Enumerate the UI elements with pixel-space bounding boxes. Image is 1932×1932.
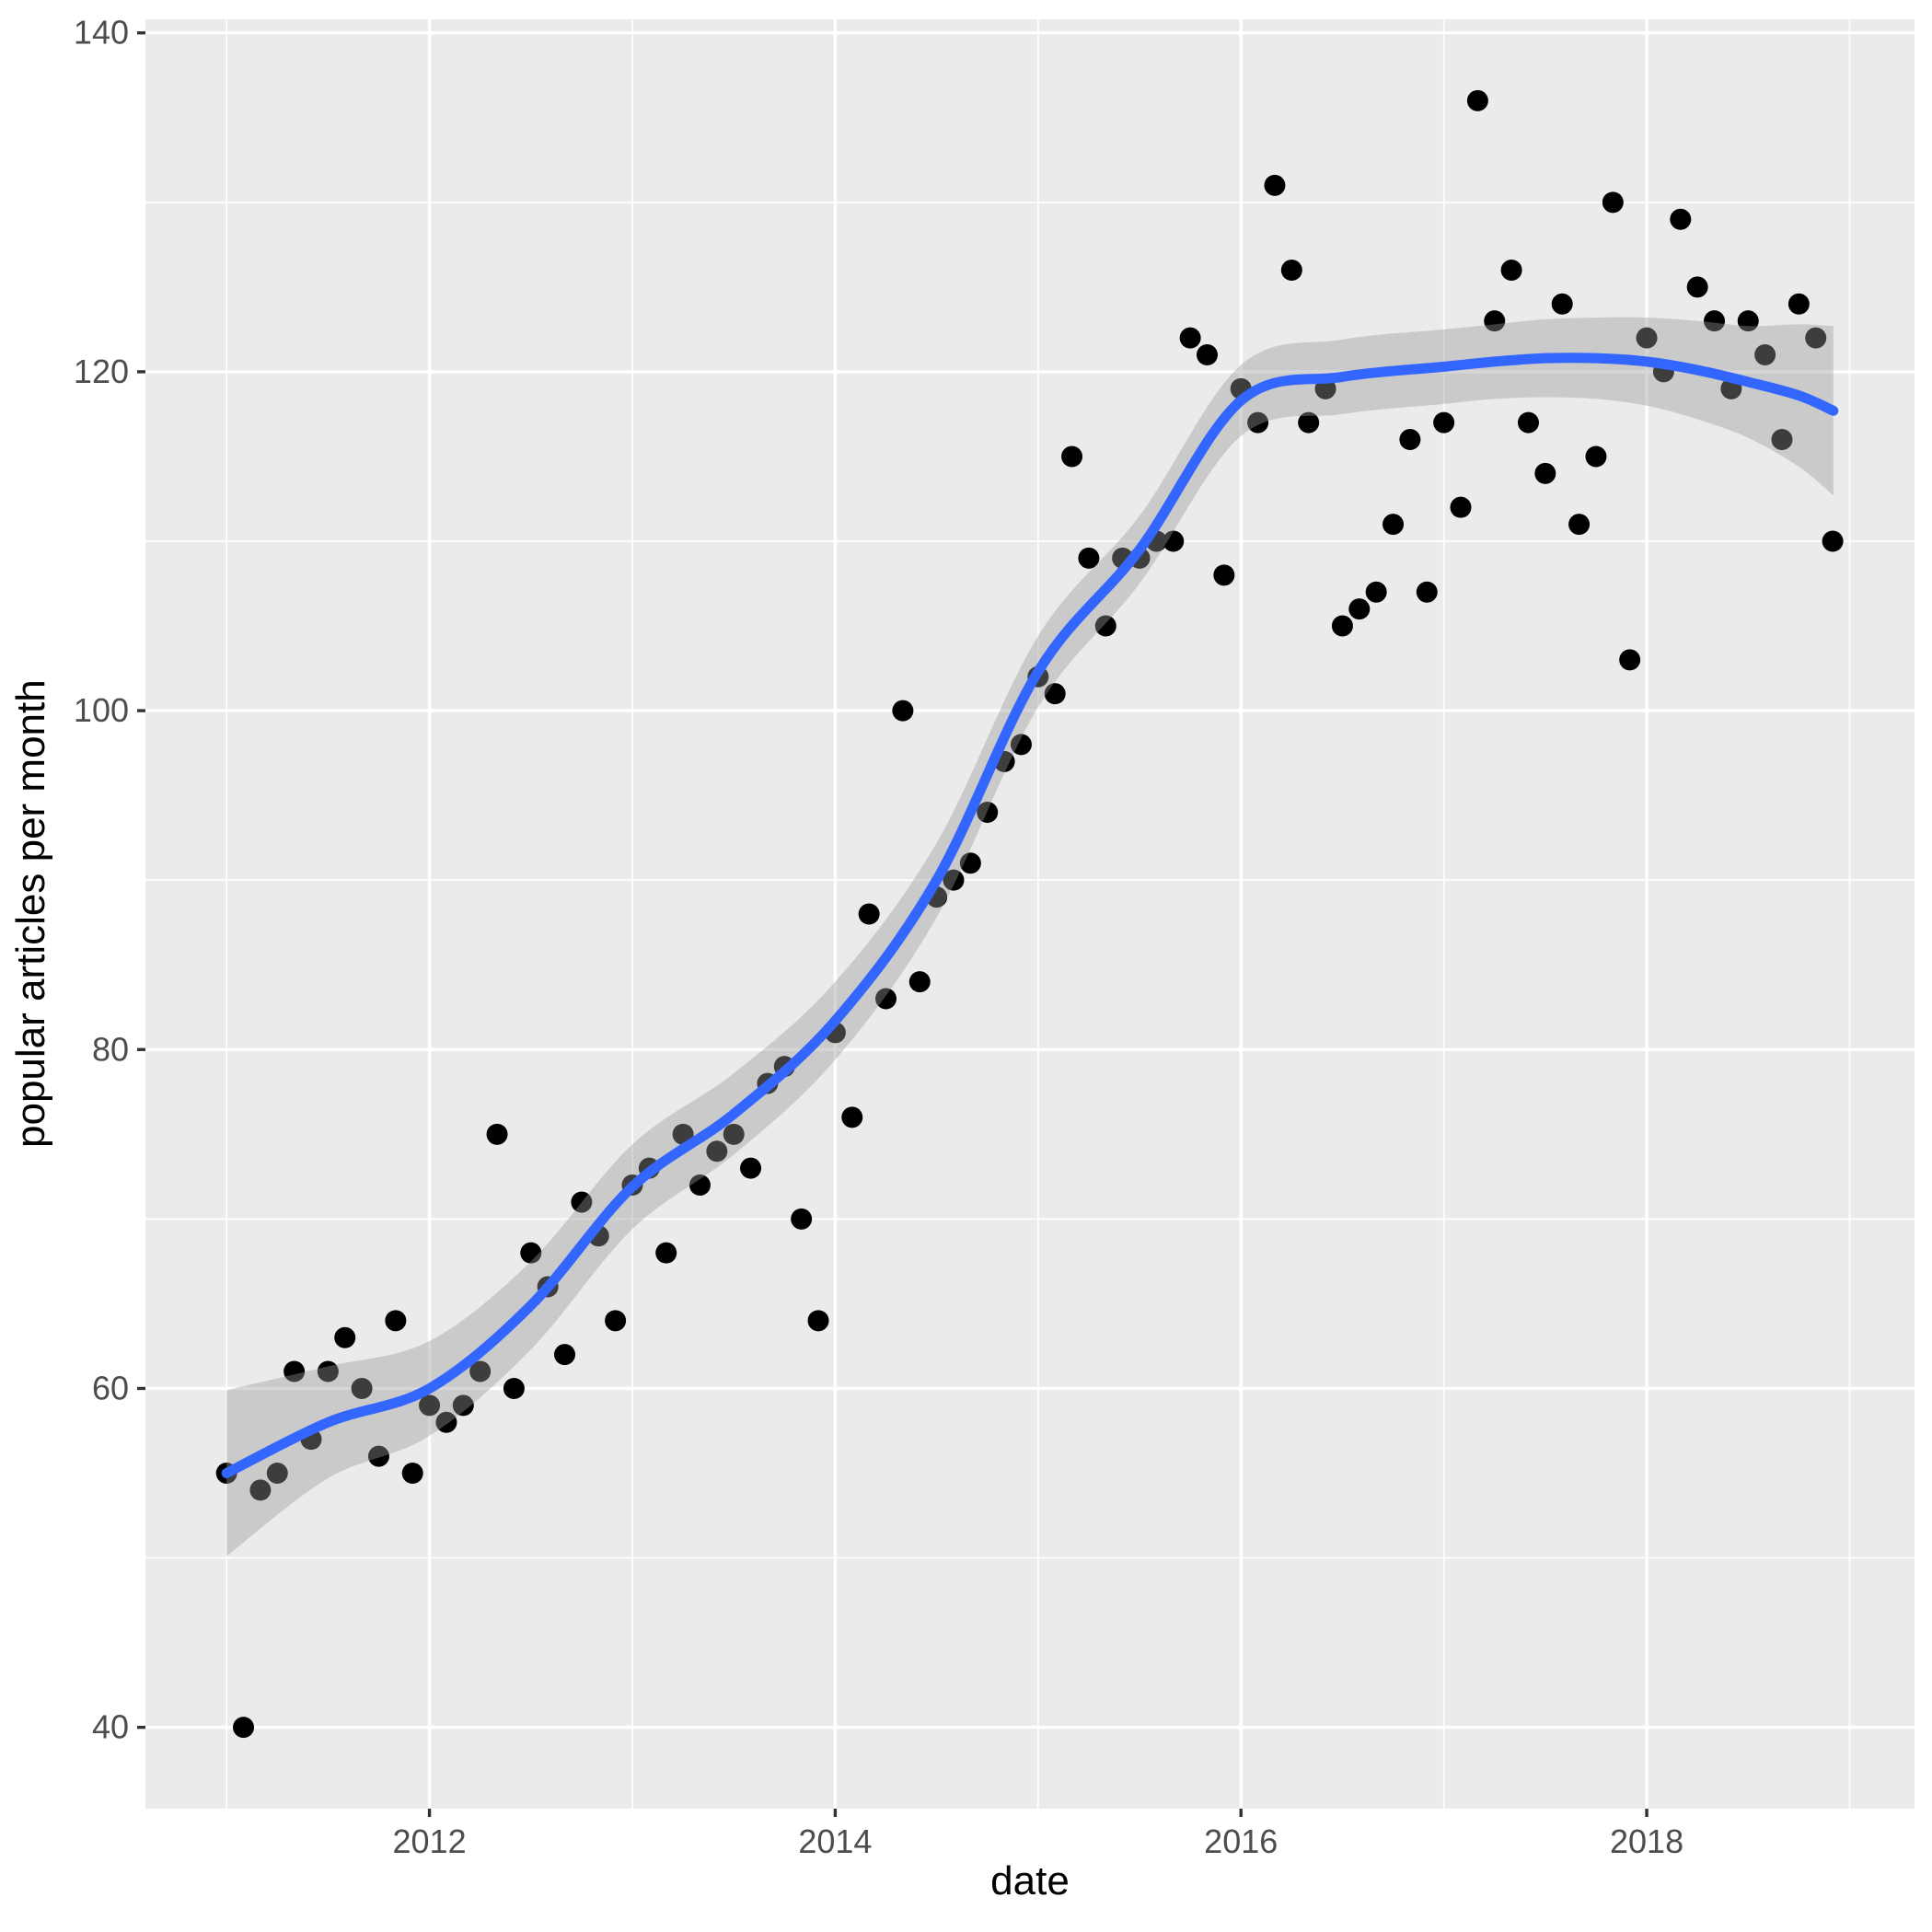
y-tick-label: 140 xyxy=(74,14,129,52)
data-point xyxy=(1247,411,1269,434)
data-point xyxy=(1737,310,1759,332)
data-point xyxy=(334,1326,356,1348)
data-point xyxy=(419,1394,441,1417)
y-tick-label: 100 xyxy=(74,691,129,729)
data-point xyxy=(1213,564,1235,586)
data-point xyxy=(1010,734,1032,756)
data-point xyxy=(401,1463,423,1484)
data-point xyxy=(351,1377,373,1399)
data-point xyxy=(1500,259,1522,281)
data-point xyxy=(807,1310,829,1332)
axis-tick-labels: 2012 2014 2016 2018 40 60 80 100 120 140 xyxy=(74,14,1683,1860)
data-point xyxy=(1805,327,1827,349)
data-point xyxy=(1078,547,1100,569)
data-point xyxy=(1365,581,1387,603)
data-point xyxy=(1264,174,1286,196)
data-point xyxy=(875,988,897,1010)
data-point xyxy=(503,1377,525,1399)
data-point xyxy=(943,869,965,891)
data-point xyxy=(1636,327,1658,349)
data-point xyxy=(1382,514,1405,536)
y-tick-label: 120 xyxy=(74,353,129,390)
data-point xyxy=(977,802,999,824)
data-point xyxy=(1568,514,1591,536)
x-tick-label: 2014 xyxy=(798,1822,872,1860)
data-point xyxy=(841,1106,863,1128)
data-point xyxy=(367,1445,389,1467)
data-point xyxy=(1787,293,1810,315)
data-point xyxy=(605,1310,627,1332)
data-point xyxy=(1094,615,1116,637)
data-point xyxy=(908,971,931,993)
x-tick-label: 2016 xyxy=(1204,1822,1278,1860)
y-tick-label: 80 xyxy=(92,1030,129,1068)
data-point xyxy=(791,1208,813,1230)
data-point xyxy=(1061,445,1083,468)
data-point xyxy=(317,1360,339,1382)
data-point xyxy=(1484,310,1506,332)
major-gridlines xyxy=(145,19,1915,1809)
data-point xyxy=(1179,327,1201,349)
data-point xyxy=(249,1479,272,1501)
axis-ticks xyxy=(137,31,1649,1817)
y-tick-label: 60 xyxy=(92,1369,129,1406)
data-point xyxy=(385,1310,407,1332)
data-point xyxy=(1433,411,1455,434)
data-point xyxy=(1450,496,1472,518)
data-point xyxy=(1348,598,1371,620)
data-point xyxy=(723,1123,745,1145)
data-point xyxy=(1704,310,1726,332)
data-point xyxy=(1585,445,1607,468)
data-point xyxy=(1196,344,1218,365)
data-point xyxy=(1619,649,1641,671)
data-point xyxy=(452,1394,474,1417)
data-point xyxy=(554,1344,576,1366)
data-point xyxy=(469,1360,492,1382)
data-point xyxy=(233,1717,255,1739)
data-point xyxy=(1163,530,1185,552)
data-point xyxy=(1517,411,1539,434)
data-point xyxy=(959,852,981,874)
data-point xyxy=(1416,581,1438,603)
data-point xyxy=(486,1123,508,1145)
data-point xyxy=(892,700,914,722)
data-point xyxy=(1602,191,1624,214)
data-point xyxy=(1822,530,1844,552)
data-point xyxy=(1466,89,1488,111)
y-tick-label: 40 xyxy=(92,1708,129,1746)
data-point xyxy=(520,1242,542,1264)
data-point xyxy=(706,1140,728,1163)
data-point xyxy=(1298,411,1320,434)
data-point xyxy=(571,1191,593,1213)
data-point xyxy=(858,903,880,925)
data-point xyxy=(266,1463,288,1484)
smooth-line xyxy=(221,353,1839,1478)
data-point xyxy=(1754,344,1776,365)
x-tick-label: 2012 xyxy=(393,1822,467,1860)
x-tick-label: 2018 xyxy=(1610,1822,1683,1860)
y-axis-title: popular articles per month xyxy=(8,679,53,1149)
data-point xyxy=(435,1411,457,1433)
data-point xyxy=(1670,208,1692,230)
plot-panel-background xyxy=(145,19,1915,1809)
data-point xyxy=(1686,276,1708,298)
data-point xyxy=(1534,462,1556,484)
data-point xyxy=(655,1242,677,1264)
data-point xyxy=(1551,293,1573,315)
data-point xyxy=(1399,429,1421,451)
data-point xyxy=(1771,429,1793,451)
data-point xyxy=(1044,683,1066,705)
data-point xyxy=(1331,615,1353,637)
confidence-ribbon xyxy=(226,317,1834,1556)
data-point xyxy=(1280,259,1302,281)
data-point xyxy=(688,1174,711,1197)
x-axis-title: date xyxy=(990,1858,1070,1903)
data-point xyxy=(740,1157,762,1179)
data-point xyxy=(283,1360,306,1382)
